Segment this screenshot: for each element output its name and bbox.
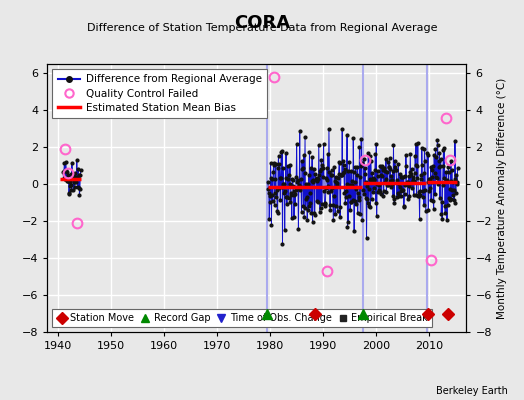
Text: Difference of Station Temperature Data from Regional Average: Difference of Station Temperature Data f… (87, 23, 437, 33)
Y-axis label: Monthly Temperature Anomaly Difference (°C): Monthly Temperature Anomaly Difference (… (497, 77, 507, 319)
Text: CORA: CORA (234, 14, 290, 32)
Legend: Station Move, Record Gap, Time of Obs. Change, Empirical Break: Station Move, Record Gap, Time of Obs. C… (52, 309, 432, 327)
Text: Berkeley Earth: Berkeley Earth (436, 386, 508, 396)
